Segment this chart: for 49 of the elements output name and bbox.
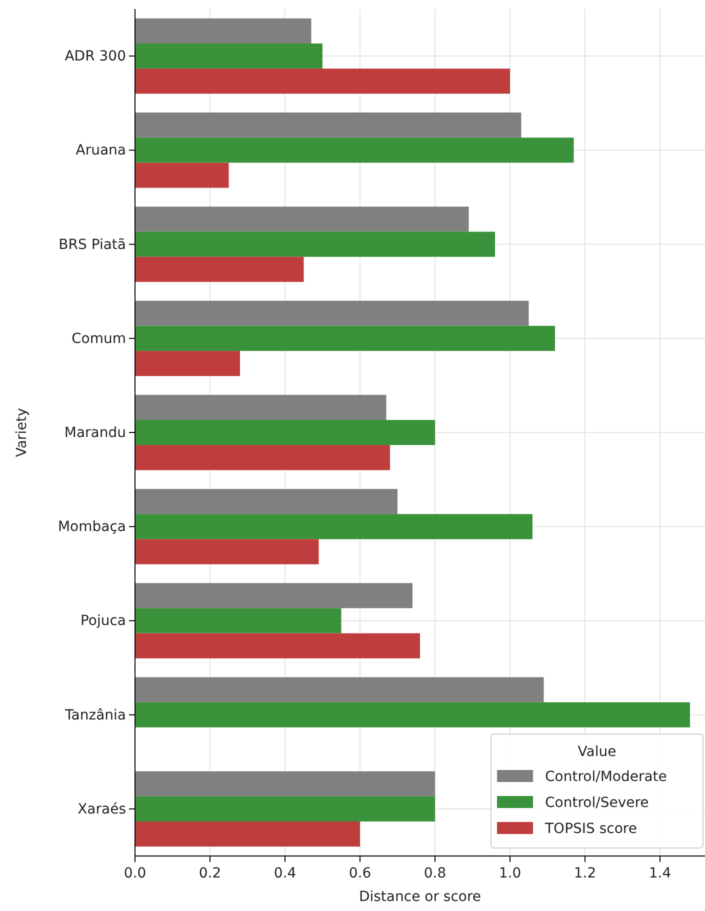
legend-label: Control/Moderate [545,769,667,785]
y-tick-label: Marandu [64,424,126,441]
bar [135,488,398,514]
bar [135,326,555,351]
y-tick-label: Mombaça [58,519,126,536]
x-tick-label: 1.2 [574,866,596,882]
y-tick-label: Aruana [76,142,126,159]
legend-label: Control/Severe [545,795,649,811]
x-axis-title: Distance or score [358,889,482,905]
y-tick-label: Xaraés [78,801,126,818]
bar [135,539,319,564]
y-tick-label: ADR 300 [64,48,126,65]
bar [135,206,469,232]
bar [135,583,412,608]
bar [135,633,420,658]
bar [135,394,386,420]
y-tick-label: Pojuca [80,613,126,630]
y-tick-label: Comum [72,330,126,347]
bar [135,300,529,326]
bar [135,821,360,847]
x-tick-label: 1.4 [648,866,672,882]
bar [135,138,574,163]
bar [135,514,532,540]
bar [135,771,435,796]
bar [135,350,240,376]
bar [135,677,544,702]
bar [135,68,510,94]
x-tick-label: 0.8 [424,866,446,882]
legend-title: Value [578,744,616,760]
y-tick-label: BRS Piatã [58,236,126,253]
bar [135,796,435,822]
bar [135,420,435,446]
bar [135,232,495,257]
bar [135,445,390,470]
x-tick-label: 0.4 [274,866,296,882]
bar [135,112,522,138]
x-tick-label: 0.6 [348,866,372,882]
bar [135,256,304,282]
bar [135,608,342,634]
bar [135,162,229,188]
y-axis-title: Variety [14,408,30,458]
x-tick-label: 0.0 [124,866,146,882]
x-tick-label: 0.2 [198,866,222,882]
legend-label: TOPSIS score [544,821,637,837]
bar [135,702,690,728]
bar [135,18,312,44]
x-tick-label: 1.0 [498,866,522,882]
y-tick-label: Tanzânia [64,707,126,724]
bar [135,44,322,69]
